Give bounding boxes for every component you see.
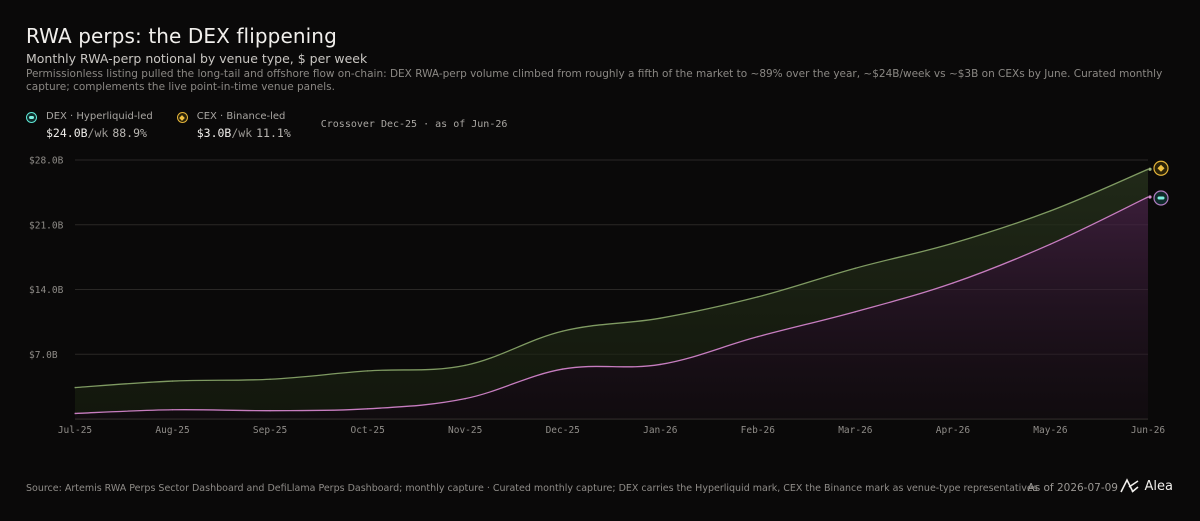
y-tick-label: $21.0B <box>29 220 64 231</box>
data-point-cex <box>1147 168 1149 171</box>
legend-cex-value: $3.0B <box>196 126 232 140</box>
x-tick-label: Dec-25 <box>546 425 580 436</box>
legend-dex-value: $24.0B <box>46 126 88 140</box>
legend-cex-pct: 11.1% <box>256 126 291 140</box>
legend-dex-name: DEX · Hyperliquid-led <box>46 111 153 122</box>
data-point-cex <box>464 364 466 367</box>
crossover-note: Crossover Dec-25 · as of Jun-26 <box>320 119 508 130</box>
data-point-cex <box>171 380 174 382</box>
legend: DEX · Hyperliquid-led $24.0B/wk 88.9% CEX… <box>26 111 507 140</box>
legend-dex-unit: /wk <box>87 126 109 140</box>
chart-title: RWA perps: the DEX flippening <box>26 24 337 48</box>
data-point-cex <box>269 378 271 381</box>
x-tick-label: Mar-26 <box>838 425 873 436</box>
data-point-dex <box>757 335 759 338</box>
binance-icon <box>1153 160 1169 176</box>
data-point-cex <box>757 296 759 298</box>
legend-item-dex: DEX · Hyperliquid-led $24.0B/wk 88.9% <box>26 111 153 140</box>
data-point-cex <box>854 267 857 270</box>
data-point-cex <box>659 317 662 319</box>
end-dot-dex <box>1148 195 1152 199</box>
x-tick-label: Sep-25 <box>253 425 287 436</box>
area-chart: $7.0B $14.0B $21.0B $28.0B Jul-25 Aug-25 Sep-2… <box>29 156 1169 436</box>
data-point-dex <box>366 408 369 410</box>
legend-cex-value-row: $3.0B/wk 11.1% <box>197 126 291 140</box>
data-point-cex <box>561 330 564 332</box>
x-tick-label: Oct-25 <box>350 425 384 436</box>
x-tick-label: Jun-26 <box>1131 425 1166 436</box>
data-point-dex <box>269 409 271 412</box>
data-point-cex <box>952 242 954 245</box>
binance-icon <box>176 112 188 123</box>
legend-dex-value-row: $24.0B/wk 88.9% <box>46 126 153 140</box>
x-tick-label: Apr-26 <box>936 425 971 436</box>
x-tick-label: May-26 <box>1033 425 1068 436</box>
chart-description: Permissionless listing pulled the long-t… <box>26 68 1163 93</box>
end-dot-cex <box>1148 167 1152 171</box>
source-note: Source: Artemis RWA Perps Sector Dashboa… <box>26 483 1038 494</box>
data-point-cex <box>74 386 76 389</box>
data-point-cex <box>366 370 369 372</box>
legend-cex-name: CEX · Binance-led <box>196 111 286 122</box>
x-tick-label: Nov-25 <box>448 425 482 436</box>
hyperliquid-icon <box>26 112 37 123</box>
y-tick-label: $7.0B <box>29 350 58 361</box>
x-tick-label: Feb-26 <box>741 425 776 436</box>
data-point-dex <box>74 412 76 415</box>
data-point-dex <box>561 368 564 370</box>
hyperliquid-icon <box>1153 190 1169 206</box>
alea-logo-icon <box>1119 478 1139 493</box>
series-line-cex <box>74 168 1149 389</box>
brand-logo: Alea <box>1119 478 1173 494</box>
data-point-dex <box>952 282 954 284</box>
brand-name: Alea <box>1144 478 1173 494</box>
x-tick-label: Jan-26 <box>643 425 678 436</box>
legend-cex-unit: /wk <box>231 126 253 140</box>
x-tick-label: Aug-25 <box>155 425 189 436</box>
y-tick-label: $28.0B <box>29 156 64 167</box>
data-point-dex <box>1049 243 1052 245</box>
series-area-dex <box>75 197 1148 419</box>
data-point-dex <box>659 363 662 366</box>
x-tick-label: Jul-25 <box>58 425 92 436</box>
data-point-dex <box>464 397 466 400</box>
series-area-cex <box>75 169 1148 414</box>
legend-dex-pct: 88.9% <box>112 126 147 140</box>
y-tick-label: $14.0B <box>29 285 64 296</box>
data-point-cex <box>1049 210 1052 212</box>
as-of-date: As of 2026-07-09 <box>1027 482 1118 494</box>
data-point-dex <box>854 310 857 313</box>
chart-subtitle: Monthly RWA-perp notional by venue type,… <box>26 51 368 66</box>
data-point-dex <box>171 408 174 411</box>
data-point-dex <box>1147 196 1149 198</box>
legend-item-cex: CEX · Binance-led $3.0B/wk 11.1% <box>176 111 291 140</box>
